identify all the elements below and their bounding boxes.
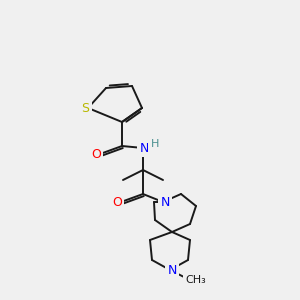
Text: O: O bbox=[112, 196, 122, 208]
Text: S: S bbox=[81, 101, 89, 115]
Text: N: N bbox=[167, 263, 177, 277]
Text: H: H bbox=[151, 139, 159, 149]
Text: N: N bbox=[160, 196, 170, 208]
Text: N: N bbox=[139, 142, 149, 154]
Text: CH₃: CH₃ bbox=[186, 275, 206, 285]
Text: O: O bbox=[91, 148, 101, 160]
